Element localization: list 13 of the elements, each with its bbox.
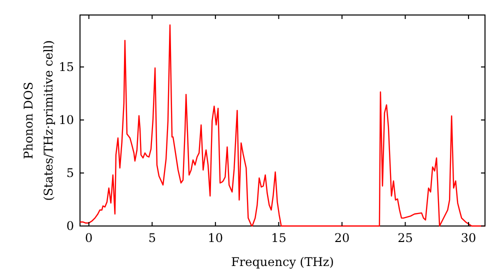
x-tick-label: 30 <box>460 231 476 245</box>
y-tick-label: 10 <box>58 112 74 127</box>
y-tick-label: 0 <box>66 219 74 233</box>
x-axis-title: Frequency (THz) <box>231 255 334 269</box>
y-tick-label: 15 <box>58 60 74 74</box>
x-tick-label: 20 <box>334 231 350 245</box>
x-tick-label: 0 <box>85 231 93 245</box>
x-tick-label: 15 <box>271 231 286 245</box>
x-tick-label: 10 <box>208 231 224 245</box>
x-tick-label: 25 <box>398 231 413 245</box>
x-tick-label: 5 <box>148 231 156 245</box>
y-axis-title: Phonon DOS (States/THz·primitive cell) <box>22 40 56 201</box>
y-tick-label: 5 <box>66 166 74 180</box>
